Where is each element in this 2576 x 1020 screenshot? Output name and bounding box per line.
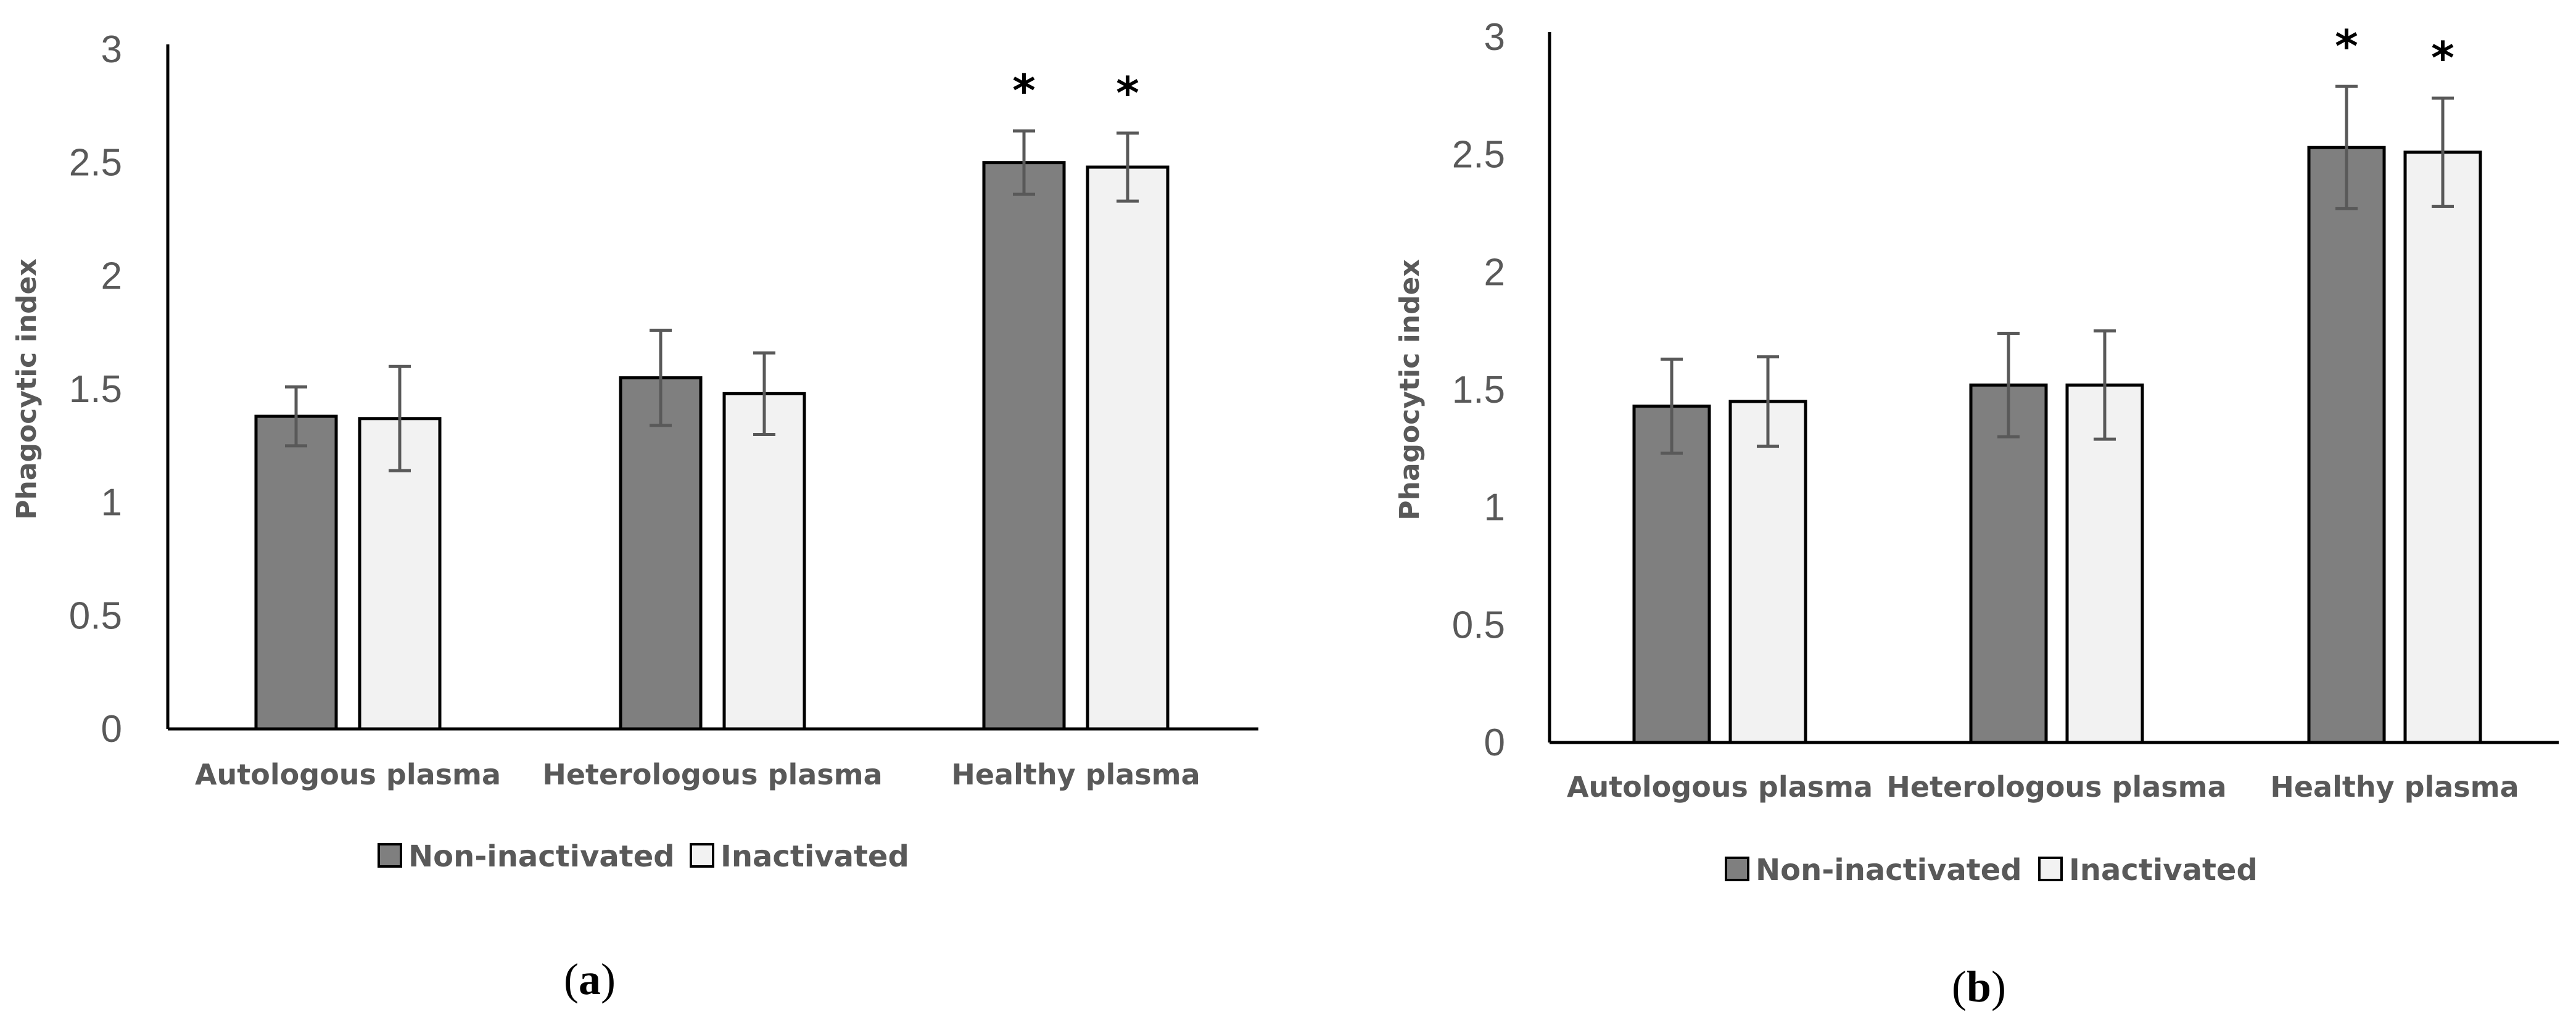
significance-star: * (2335, 20, 2358, 72)
y-tick-label: 0 (1484, 722, 1505, 764)
bar-inactivated (2403, 150, 2482, 744)
chart-b-svg: 0 0.5 1 1.5 2 2.5 3 Phagocytic index Autologous … (1394, 16, 2559, 1011)
legend-label: Inactivated (2069, 853, 2258, 887)
y-tick-label: 0 (101, 708, 122, 751)
legend-swatch-non-inactivated (378, 843, 402, 868)
y-tick-label: 0.5 (69, 594, 122, 637)
y-tick-label: 1.5 (69, 368, 122, 411)
bar-non-inactivated (982, 161, 1066, 731)
y-axis-label: Phagocytic index (1394, 259, 1426, 520)
bar-inactivated (722, 392, 806, 731)
category-label: Healthy plasma (2270, 770, 2519, 804)
y-tick-label: 2.5 (69, 142, 122, 184)
significance-star: * (1116, 67, 1139, 119)
y-tick-label: 2.5 (1452, 134, 1505, 176)
bar-inactivated (2065, 383, 2144, 744)
y-tick-label: 0.5 (1452, 604, 1505, 646)
legend-swatch-inactivated (690, 843, 714, 868)
bar-inactivated (1728, 400, 1807, 744)
y-axis-label: Phagocytic index (11, 258, 43, 519)
chart-panel-b: 0 0.5 1 1.5 2 2.5 3 Phagocytic index Autologous … (1288, 0, 2576, 1020)
category-label: Healthy plasma (951, 758, 1200, 791)
y-tick-label: 2 (101, 255, 122, 297)
category-label: Autologous plasma (1567, 770, 1873, 804)
bar-inactivated (1086, 165, 1170, 731)
y-tick-label: 2 (1484, 251, 1505, 294)
legend-label: Inactivated (720, 839, 909, 874)
category-label: Heterologous plasma (542, 758, 882, 791)
category-label: Autologous plasma (195, 758, 501, 791)
y-tick-label: 3 (1484, 16, 1505, 59)
legend-swatch-inactivated (2038, 857, 2063, 881)
chart-a-svg: 0 0.5 1 1.5 2 2.5 3 Phagocytic index Autologous … (11, 28, 1258, 1004)
legend-swatch-non-inactivated (1725, 857, 1749, 881)
significance-star: * (2431, 32, 2454, 84)
bar-non-inactivated (254, 414, 338, 731)
bar-non-inactivated (2307, 146, 2386, 744)
chart-panel-a: 0 0.5 1 1.5 2 2.5 3 Phagocytic index Autologous … (11, 28, 1258, 1004)
bar-non-inactivated (1632, 405, 1711, 744)
significance-star: * (1012, 65, 1036, 117)
bar-non-inactivated (1969, 383, 2048, 744)
legend-label: Non-inactivated (408, 839, 675, 874)
y-tick-label: 1.5 (1452, 369, 1505, 411)
y-tick-label: 3 (101, 28, 122, 71)
y-tick-label: 1 (101, 482, 122, 524)
panel-caption: (a) (564, 955, 616, 1004)
category-label: Heterologous plasma (1886, 770, 2226, 804)
y-tick-label: 1 (1484, 487, 1505, 529)
bar-non-inactivated (619, 376, 703, 731)
legend-label: Non-inactivated (1756, 853, 2022, 887)
panel-caption: (b) (1952, 962, 2006, 1011)
